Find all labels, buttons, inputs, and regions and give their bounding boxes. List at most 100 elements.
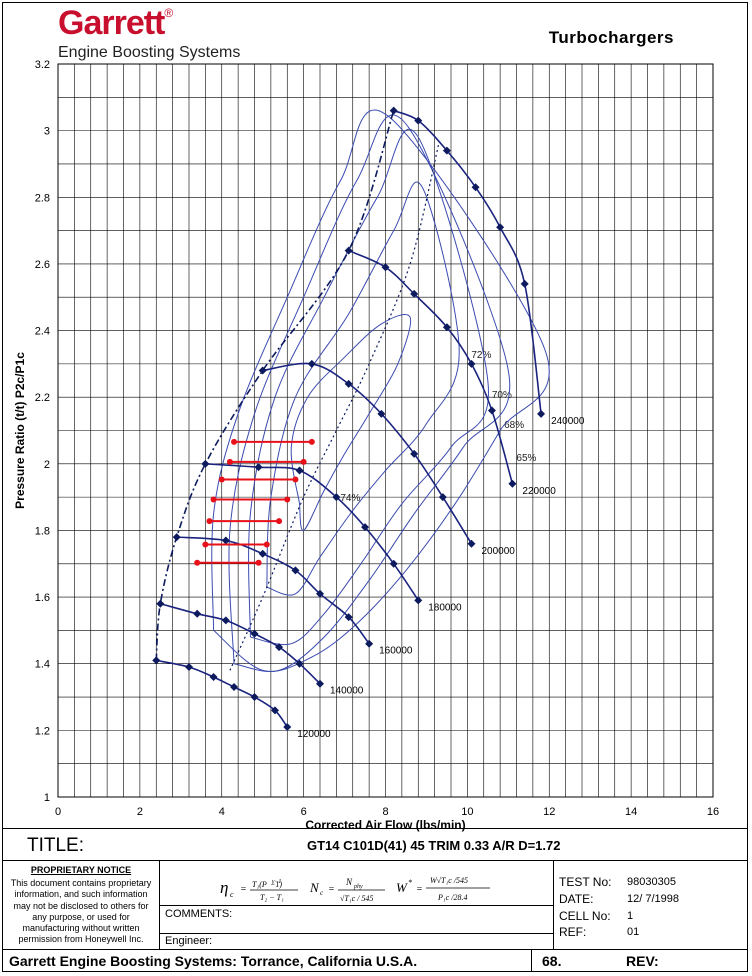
title-value: GT14 C101D(41) 45 TRIM 0.33 A/R D=1.72: [307, 838, 561, 853]
speed-marker: [410, 289, 419, 298]
cell-no-value: 1: [627, 910, 634, 922]
speed-line-label: 200000: [481, 546, 515, 557]
plot-border: [57, 63, 714, 798]
svg-text:W: W: [396, 880, 408, 895]
speed-marker: [442, 146, 451, 155]
red-overlay-dot: [194, 559, 201, 566]
notice-text: This document contains proprietary inform…: [3, 878, 159, 946]
x-tick-label: 14: [625, 806, 637, 818]
notice-line: any purpose, or used for: [32, 911, 130, 922]
svg-text:T₁(P: T₁(P: [252, 880, 267, 889]
chart-axes: 0 2 4 6 8 10 12 14 16 1 1.2 1.4 1.6 1.8 2 2.2 2.4 2.6 2.8 3…: [13, 59, 719, 832]
speed-marker: [365, 639, 374, 648]
red-overlay-dot: [210, 496, 217, 503]
speed-marker: [193, 609, 202, 618]
svg-text:c: c: [320, 889, 324, 897]
red-overlay-dot: [231, 438, 238, 445]
speed-marker: [185, 663, 193, 672]
speed-line-label: 120000: [297, 729, 331, 740]
svg-text:P₁c /28.4: P₁c /28.4: [437, 893, 467, 902]
cell-no-label: CELL No:: [559, 909, 611, 923]
y-tick-label: 1: [44, 792, 50, 804]
red-overlay-dot: [218, 476, 225, 483]
speed-marker: [414, 596, 423, 605]
speed-marker: [201, 459, 210, 468]
red-overlay-dot: [308, 438, 315, 445]
speed-marker: [283, 723, 292, 732]
dotted-line: [229, 143, 440, 671]
speed-line-label: 140000: [330, 686, 364, 697]
svg-text:N: N: [345, 877, 353, 887]
speed-marker: [389, 559, 398, 568]
x-tick-label: 6: [301, 806, 307, 818]
speed-marker: [471, 183, 480, 192]
svg-text:W√T₁c /545: W√T₁c /545: [430, 876, 468, 885]
red-overlay: [194, 438, 315, 566]
y-tick-label: 1.8: [35, 525, 50, 537]
speed-marker: [520, 279, 529, 288]
efficiency-island-0: [290, 314, 412, 532]
y-tick-label: 3: [44, 126, 50, 138]
brand-name: Garrett: [58, 4, 165, 42]
efficiency-label: 68%: [504, 420, 524, 431]
speed-line-label: 160000: [379, 646, 413, 657]
speed-line-140000: [160, 602, 321, 685]
red-overlay-dot: [276, 518, 283, 525]
efficiency-island-2: [248, 128, 490, 646]
engineer-box: Engineer:: [159, 933, 554, 950]
y-tick-label: 1.6: [35, 592, 50, 604]
speed-lines: 120000 140000 160000 180000 200000 220000 2400…: [152, 106, 585, 740]
speed-marker: [316, 589, 324, 598]
speed-marker: [442, 323, 451, 332]
speed-line-label: 220000: [522, 486, 556, 497]
red-overlay-dot: [263, 541, 270, 548]
compressor-map-chart: 0 2 4 6 8 10 12 14 16 1 1.2 1.4 1.6 1.8 2 2.2 2.4 2.6 2.8 3…: [13, 59, 719, 832]
red-overlay-dot: [202, 541, 209, 548]
speed-marker: [307, 359, 316, 368]
red-overlay-dot: [226, 458, 233, 465]
speed-marker: [537, 409, 546, 418]
dotted-line-path: [229, 143, 440, 671]
efficiency-label: 74%: [340, 493, 360, 504]
y-tick-label: 1.2: [35, 725, 50, 737]
speed-line-label: 240000: [551, 416, 585, 427]
proprietary-notice: PROPRIETARY NOTICE This document contain…: [2, 860, 160, 950]
svg-text:T₂ − T₁: T₂ − T₁: [260, 893, 284, 902]
y-axis-label: Pressure Ratio (t/t) P2c/P1c: [13, 352, 27, 509]
svg-text:=: =: [416, 884, 423, 895]
efficiency-label: 72%: [471, 350, 491, 361]
y-tick-label: 2: [44, 459, 50, 471]
speed-marker: [467, 539, 476, 548]
notice-line: permission from Honeywell Inc.: [18, 934, 144, 945]
engineer-label: Engineer:: [165, 935, 213, 947]
date-value: 12/ 7/1998: [627, 893, 679, 905]
x-tick-label: 16: [707, 806, 719, 818]
speed-marker: [156, 599, 165, 608]
speed-marker: [316, 679, 324, 688]
speed-marker: [438, 493, 447, 502]
efficiency-islands: 74% 72% 70% 68% 65%: [211, 109, 550, 672]
svg-text:phy: phy: [353, 884, 363, 890]
footer-number: 68.: [542, 953, 562, 969]
speed-marker: [508, 479, 517, 488]
rev-label: REV:: [626, 953, 659, 969]
surge-line: [155, 110, 395, 661]
x-tick-label: 10: [461, 806, 473, 818]
speed-marker: [295, 659, 304, 668]
speed-marker: [487, 406, 496, 415]
footer-rev-box: 68. REV:: [531, 949, 748, 972]
speed-marker: [389, 106, 398, 115]
notice-line: This document contains proprietary: [10, 878, 152, 888]
surge-line-path: [155, 110, 395, 661]
speed-marker: [221, 616, 230, 625]
speed-marker: [377, 409, 386, 418]
x-tick-label: 4: [219, 806, 225, 818]
speed-marker: [172, 533, 181, 542]
red-overlay-dot: [300, 458, 307, 465]
speed-marker: [221, 536, 230, 545]
speed-marker: [270, 706, 279, 715]
x-tick-label: 12: [543, 806, 555, 818]
speed-marker: [295, 466, 304, 475]
notice-line: information, and such information: [14, 889, 148, 900]
